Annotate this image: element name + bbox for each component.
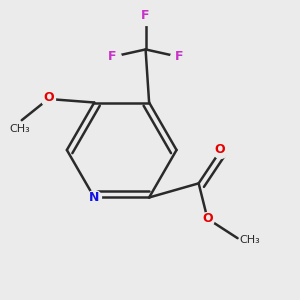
Text: O: O [43, 91, 54, 104]
Text: CH₃: CH₃ [10, 124, 30, 134]
Text: CH₃: CH₃ [239, 235, 260, 245]
Text: F: F [141, 9, 150, 22]
Text: O: O [214, 143, 225, 156]
Text: N: N [89, 191, 100, 204]
Text: O: O [202, 212, 213, 225]
Text: F: F [108, 50, 116, 63]
Text: F: F [175, 50, 183, 63]
